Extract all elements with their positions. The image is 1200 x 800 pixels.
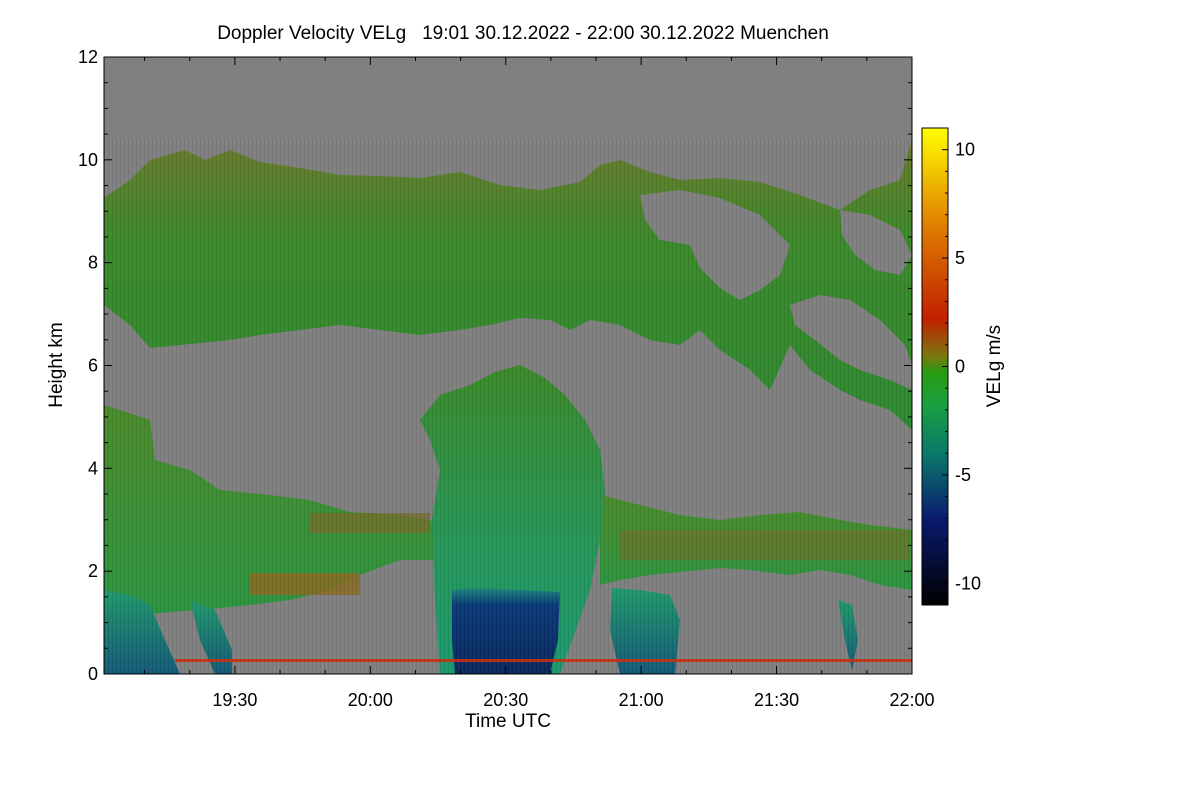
y-tick-label: 8 — [88, 253, 98, 273]
y-tick-label: 10 — [78, 150, 98, 170]
x-tick-label: 22:00 — [889, 690, 934, 710]
x-tick-label: 19:30 — [212, 690, 257, 710]
y-tick-label: 6 — [88, 356, 98, 376]
y-tick-label: 0 — [88, 664, 98, 684]
x-tick-label: 21:00 — [619, 690, 664, 710]
colorbar-tick-label: -5 — [955, 465, 971, 485]
chart-title: Doppler Velocity VELg 19:01 30.12.2022 -… — [217, 23, 829, 44]
y-axis-label: Height km — [46, 322, 67, 408]
streak-texture — [104, 140, 912, 674]
x-tick-label: 20:00 — [348, 690, 393, 710]
x-axis-label: Time UTC — [465, 711, 551, 732]
colorbar-ticks: -10 -5 0 5 10 — [942, 140, 981, 593]
y-tick-label: 12 — [78, 47, 98, 67]
y-tick-label: 4 — [88, 458, 98, 478]
axis-ticks: 19:30 20:00 20:30 21:00 21:30 22:00 0 2 4 6 8 10 12 — [78, 47, 935, 710]
ground-clutter-line — [175, 659, 912, 662]
colorbar-tick-label: 0 — [955, 357, 965, 377]
colorbar-tick-label: 10 — [955, 140, 975, 160]
colorbar-tick-label: 5 — [955, 248, 965, 268]
plot-area — [104, 57, 912, 674]
colorbar-label: VELg m/s — [984, 325, 1005, 407]
x-tick-label: 21:30 — [754, 690, 799, 710]
colorbar-tick-label: -10 — [955, 573, 981, 593]
y-tick-label: 2 — [88, 561, 98, 581]
x-tick-label: 20:30 — [483, 690, 528, 710]
